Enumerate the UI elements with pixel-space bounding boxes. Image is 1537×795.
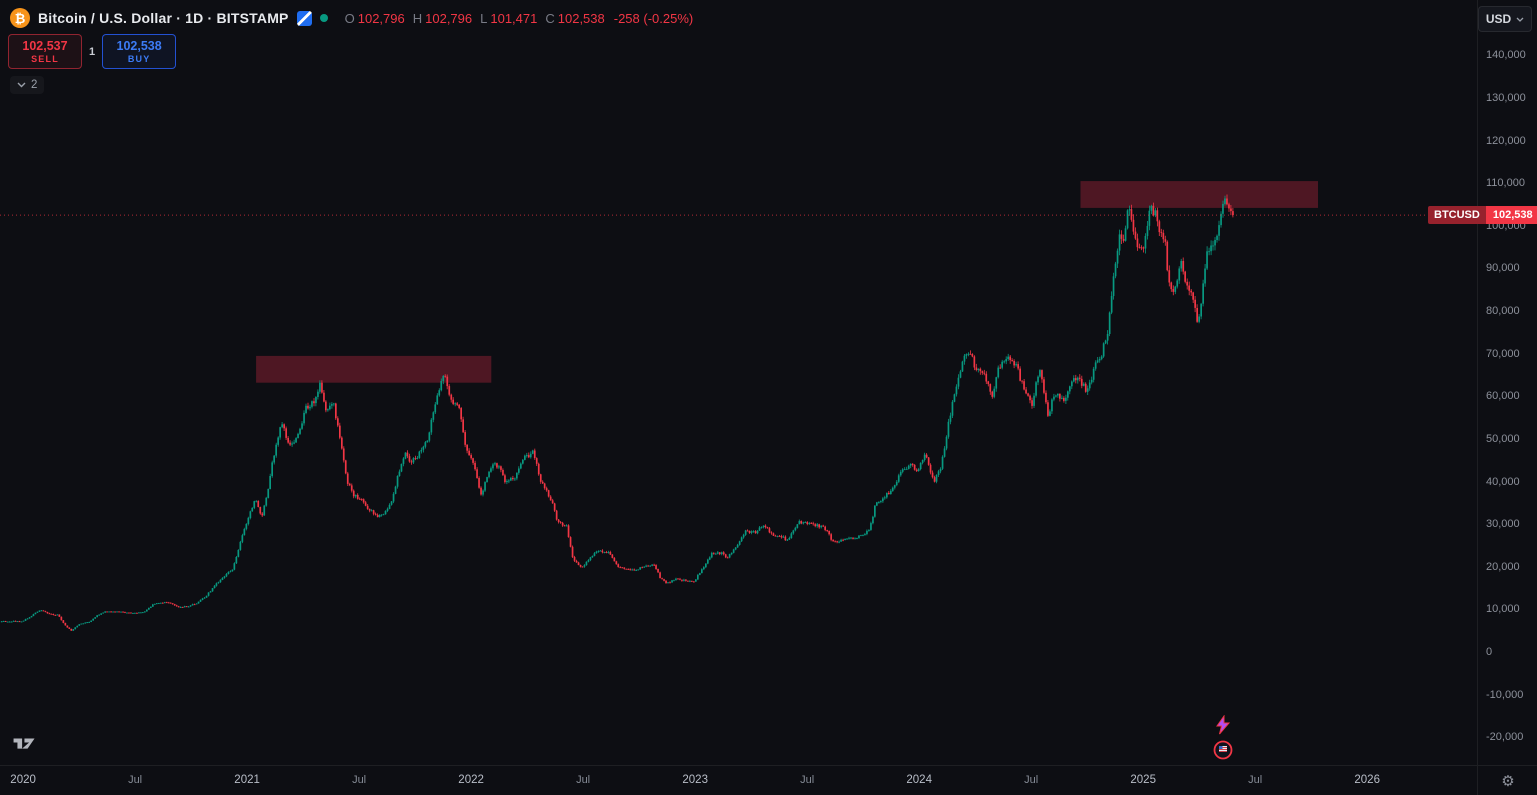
price-tick-label: 140,000: [1486, 49, 1526, 62]
time-axis[interactable]: 2020 Jul 2021 Jul 2022 Jul 2023 Jul 2024 Jul 2025 J…: [0, 765, 1477, 795]
time-tick-label: Jul: [1248, 774, 1263, 786]
trade-widget: 102,537 SELL 1 102,538 BUY: [8, 34, 177, 69]
price-tick-label: 80,000: [1486, 305, 1520, 318]
time-tick-label: 2023: [682, 774, 708, 786]
price-tick-label: 90,000: [1486, 262, 1520, 275]
high-value: 102,796: [425, 10, 473, 26]
up-wicks: [1, 195, 1226, 631]
currency-label: USD: [1485, 12, 1512, 26]
time-tick-label: 2026: [1354, 774, 1380, 786]
price-axis[interactable]: 140,000 130,000 120,000 110,000 100,000 90,00…: [1477, 0, 1537, 765]
last-price-value: 102,538: [1485, 206, 1537, 224]
sell-price: 102,537: [22, 38, 68, 53]
chart-legend: ₿ Bitcoin / U.S. Dollar · 1D · BITSTAMP …: [10, 8, 693, 28]
supply-zones[interactable]: [256, 181, 1318, 383]
sell-button[interactable]: 102,537 SELL: [8, 34, 82, 69]
price-tick-label: 110,000: [1486, 177, 1525, 190]
quantity-value[interactable]: 1: [89, 45, 96, 58]
time-tick-label: Jul: [352, 774, 367, 786]
time-tick-label: Jul: [128, 774, 143, 786]
open-label: O: [344, 10, 355, 26]
low-value: 101,471: [490, 10, 538, 26]
price-tick-label: 50,000: [1486, 432, 1520, 445]
collapsed-count: 2: [31, 79, 38, 91]
price-tick-label: 60,000: [1486, 390, 1520, 403]
time-tick-label: 2021: [234, 774, 260, 786]
close-value: 102,538: [557, 10, 605, 26]
up-candles: [0, 198, 1226, 631]
economic-events-flag-icon[interactable]: [1213, 740, 1233, 760]
price-tick-label: 0: [1486, 646, 1493, 659]
close-label: C: [545, 10, 555, 26]
sell-label: SELL: [31, 54, 59, 65]
price-tick-label: 130,000: [1486, 92, 1526, 105]
buy-price: 102,538: [116, 38, 162, 53]
settings-gear-icon[interactable]: ⚙: [1501, 773, 1515, 790]
price-tick-label: -20,000: [1486, 731, 1524, 744]
down-candles: [4, 198, 1234, 631]
time-tick-label: 2024: [906, 774, 932, 786]
tradingview-logo[interactable]: [12, 736, 40, 757]
price-tick-label: -10,000: [1486, 688, 1524, 701]
price-tick-label: 120,000: [1486, 134, 1526, 147]
high-label: H: [412, 10, 423, 26]
low-label: L: [480, 10, 488, 26]
price-tick-label: 70,000: [1486, 347, 1520, 360]
market-status-icon[interactable]: [319, 14, 328, 22]
bitstamp-logo-icon: [296, 10, 312, 26]
floating-widgets: [1213, 715, 1233, 760]
last-price-flag[interactable]: BTCUSD 102,538: [1428, 206, 1537, 224]
object-tree-collapse-chip[interactable]: 2: [10, 76, 45, 94]
change-value: -258 (-0.25%): [613, 10, 694, 26]
time-tick-label: Jul: [1024, 774, 1039, 786]
time-tick-label: 2025: [1130, 774, 1156, 786]
buy-label: BUY: [127, 54, 151, 65]
open-value: 102,796: [357, 10, 405, 26]
price-tick-label: 10,000: [1486, 603, 1520, 616]
bitcoin-icon: ₿: [10, 8, 30, 28]
lightning-icon[interactable]: [1213, 715, 1233, 735]
price-tick-label: 40,000: [1486, 475, 1520, 488]
time-tick-label: Jul: [800, 774, 815, 786]
axis-corner: ⚙: [1477, 765, 1537, 795]
candlestick-chart[interactable]: [0, 0, 1477, 765]
time-tick-label: 2022: [458, 774, 484, 786]
buy-button[interactable]: 102,538 BUY: [102, 34, 177, 69]
time-tick-label: Jul: [576, 774, 591, 786]
last-price-symbol: BTCUSD: [1428, 206, 1486, 224]
ohlc-values: O 102,796 H 102,796 L 101,471 C 102,538 …: [340, 11, 694, 26]
chart-pane[interactable]: ₿ Bitcoin / U.S. Dollar · 1D · BITSTAMP …: [0, 0, 1477, 765]
down-wicks: [5, 194, 1234, 631]
chevron-down-icon: [17, 82, 26, 88]
price-tick-label: 20,000: [1486, 560, 1520, 573]
time-tick-label: 2020: [10, 774, 36, 786]
symbol-title[interactable]: Bitcoin / U.S. Dollar · 1D · BITSTAMP: [38, 10, 289, 26]
currency-dropdown[interactable]: USD: [1478, 6, 1532, 32]
price-tick-label: 30,000: [1486, 518, 1520, 531]
chevron-down-icon: [1516, 17, 1524, 22]
